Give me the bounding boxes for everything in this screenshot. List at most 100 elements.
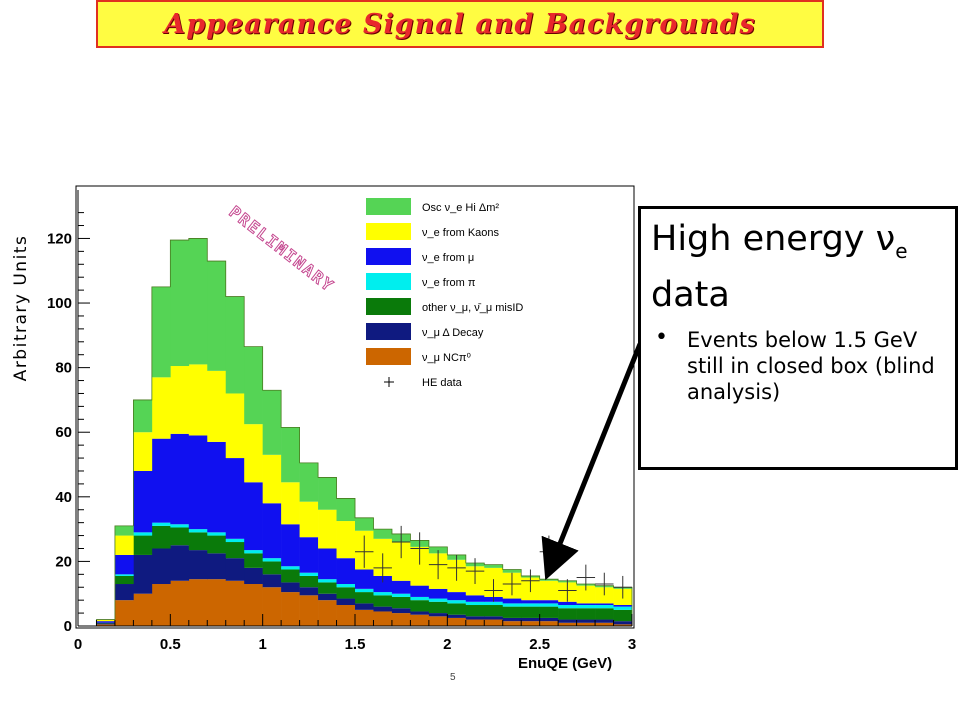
bar-segment (484, 564, 504, 568)
bar-segment (299, 575, 319, 588)
bar-segment (595, 605, 614, 609)
bar-segment (484, 605, 504, 617)
bar-segment (447, 617, 467, 626)
bar-segment (502, 598, 522, 604)
bar-segment (391, 608, 411, 614)
bar-segment (539, 600, 559, 604)
bar-segment (151, 377, 171, 439)
bar-segment (558, 619, 577, 623)
bar-segment (96, 624, 116, 626)
legend-entry: ν_μ NCπ⁰ (366, 348, 471, 365)
bar-segment (133, 470, 153, 533)
bar-segment (502, 617, 522, 622)
legend-swatch (366, 248, 411, 265)
x-tick-label: 3 (628, 636, 636, 653)
bar-segment (465, 605, 485, 617)
legend-label: Osc ν_e Hi Δm² (422, 202, 499, 214)
bar-segment (262, 503, 282, 559)
data-point (558, 579, 577, 602)
legend-entry: other ν_μ, ν̄_μ misID (366, 298, 523, 315)
legend-label: ν_μ Δ Decay (422, 327, 484, 339)
bar-segment (225, 393, 245, 459)
bar-segment (521, 606, 540, 618)
bar-segment (170, 433, 190, 525)
data-point (576, 564, 596, 591)
bar-segment (373, 575, 393, 593)
bar-segment (188, 529, 208, 533)
bar-segment (96, 621, 116, 623)
bar-segment (336, 587, 356, 599)
bar-segment (188, 550, 208, 580)
bar-segment (502, 621, 522, 626)
bar-segment (521, 617, 540, 622)
bar-segment (170, 240, 190, 367)
bar-segment (207, 579, 227, 626)
bar-segment (465, 595, 485, 602)
bar-segment (281, 592, 300, 626)
data-point (373, 553, 392, 583)
bar-segment (539, 621, 559, 626)
bar-segment (225, 542, 245, 559)
bar-segment (613, 624, 633, 626)
bar-segment (391, 596, 411, 609)
bar-segment (595, 608, 614, 620)
bar-segment (558, 622, 577, 626)
bar-segment (207, 261, 227, 371)
x-tick-label: 0.5 (160, 636, 181, 653)
bar-segment (613, 605, 633, 607)
bar-segment (114, 600, 134, 626)
bar-segment (318, 579, 337, 583)
data-point (428, 550, 448, 580)
data-points (355, 525, 632, 602)
data-point (613, 575, 632, 599)
callout-heading-text: High energy (651, 219, 876, 259)
bar-segment (502, 606, 522, 618)
bar-segment (391, 613, 411, 626)
data-point (447, 554, 466, 581)
legend-swatch (366, 323, 411, 340)
legend-swatch (366, 298, 411, 315)
x-tick-label: 2.5 (529, 636, 550, 653)
legend-entry: Osc ν_e Hi Δm² (366, 198, 499, 215)
bar-segment (484, 601, 504, 606)
bar-segment (391, 580, 411, 594)
bar-segment (244, 567, 263, 585)
callout-bullets: Events below 1.5 GeV still in closed box… (651, 325, 945, 405)
bar-segment (558, 601, 577, 606)
callout-heading-line2: data (651, 275, 730, 315)
bar-segment (244, 482, 263, 551)
slide-title-box: Appearance Signal and Backgrounds (96, 0, 824, 48)
bar-segment (428, 613, 448, 617)
bar-segment (133, 432, 153, 471)
slide-title: Appearance Signal and Backgrounds (164, 8, 756, 40)
bar-segment (262, 561, 282, 575)
bar-segment (133, 593, 153, 626)
legend-label: ν_e from Kaons (422, 227, 500, 239)
bar-segment (114, 584, 134, 601)
bar-segment (336, 558, 356, 585)
bar-segment (355, 603, 374, 610)
y-tick-label: 0 (64, 618, 72, 635)
data-point (391, 525, 411, 559)
y-axis-label: Arbitrary Units (11, 234, 31, 382)
bar-segment (410, 546, 430, 586)
bar-segment (502, 569, 522, 573)
legend-label: ν_e from π (422, 277, 476, 289)
bar-segment (151, 438, 171, 523)
bar-segment (225, 558, 245, 581)
bar-segment (318, 593, 337, 601)
callout-bullet: Events below 1.5 GeV still in closed box… (651, 325, 945, 405)
bar-segment (355, 588, 374, 593)
bar-segment (336, 521, 356, 559)
bar-segment (96, 622, 116, 624)
bar-segment (336, 584, 356, 588)
bar-segment (318, 582, 337, 594)
axes: 0 0.5 1 1.5 2 2.5 3 0 20 40 60 80 100 120 (47, 190, 636, 653)
bar-segment (281, 482, 300, 525)
legend-swatch (366, 223, 411, 240)
bar-segment (299, 462, 319, 502)
bar-segment (595, 603, 614, 606)
y-tick-label: 80 (55, 360, 72, 377)
bar-segment (170, 524, 190, 528)
bar-segment (318, 548, 337, 580)
